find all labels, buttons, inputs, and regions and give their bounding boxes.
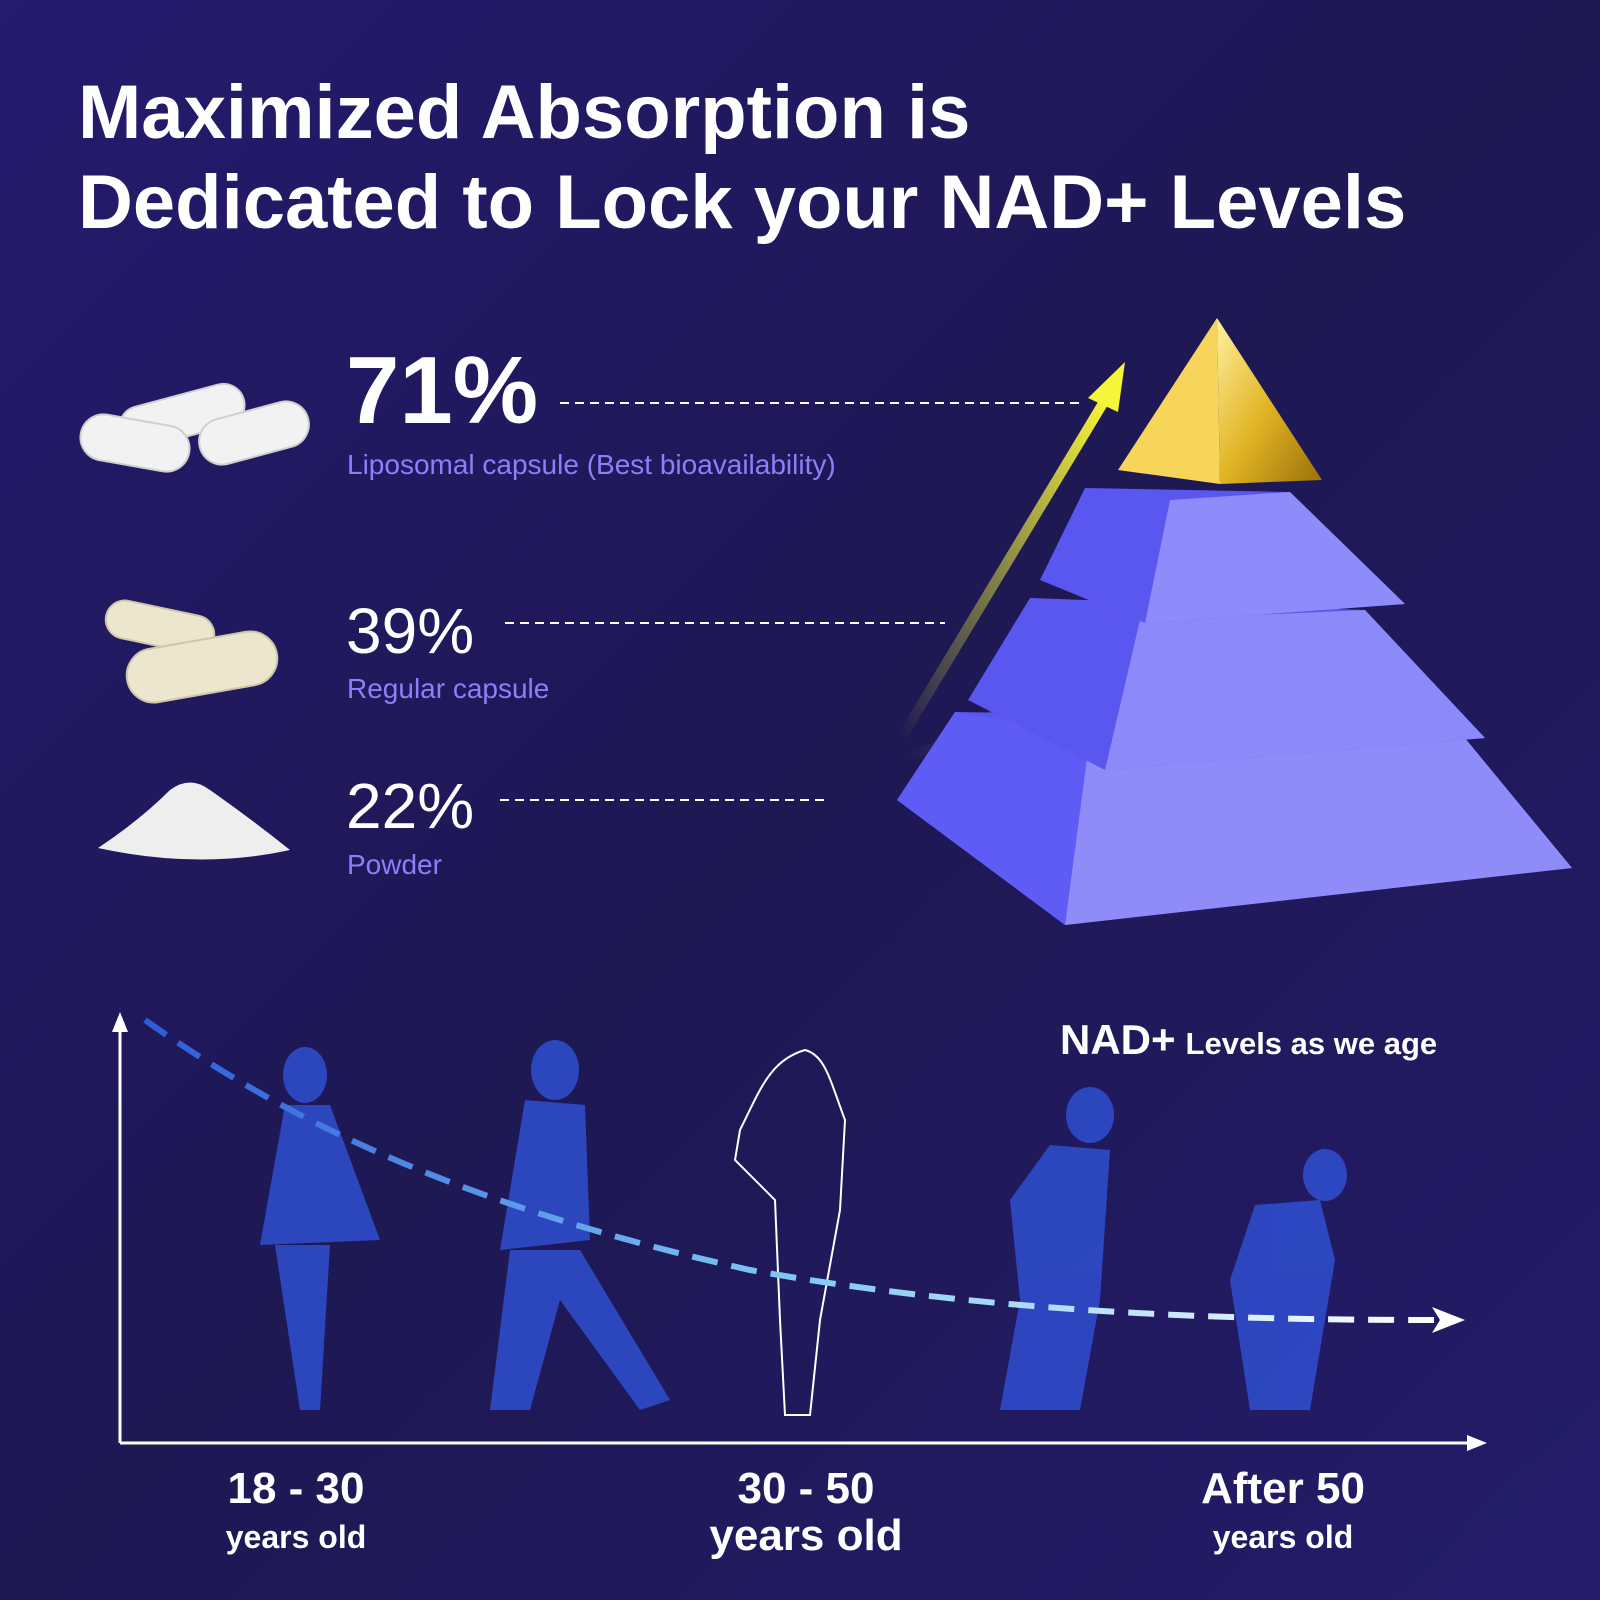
age-unit: years old <box>1213 1519 1354 1555</box>
title-text: Levels <box>1149 160 1407 245</box>
title-line: Dedicated to Lock your NAD+ Levels <box>78 160 1406 245</box>
stat-label: Liposomal capsule (Best bioavailability) <box>347 449 836 480</box>
pyramid <box>895 318 1572 925</box>
stat-value: 71% <box>346 337 538 444</box>
arrow-head <box>1088 362 1125 412</box>
silhouettes <box>260 1040 1347 1410</box>
axis-arrow <box>1467 1435 1487 1451</box>
title-text: Dedicated to Lock your <box>78 160 940 245</box>
connectors <box>500 402 1085 801</box>
title-bold: NAD+ <box>940 160 1149 245</box>
stat-value: 22% <box>346 770 474 842</box>
age-unit: years old <box>226 1519 367 1555</box>
silhouette-outline <box>733 1048 847 1416</box>
age-chart-title: NAD+ Levels as we age <box>1060 1016 1437 1063</box>
axis-arrow <box>112 1012 128 1032</box>
regular-capsules <box>104 599 279 704</box>
age-unit: years old <box>709 1511 902 1560</box>
title-bold: NAD+ <box>1060 1016 1176 1063</box>
liposomal-capsules <box>79 382 310 473</box>
age-range: 18 - 30 <box>228 1464 365 1513</box>
stat-value: 39% <box>346 595 474 667</box>
stat-label: Powder <box>347 849 442 880</box>
age-range: 30 - 50 <box>738 1464 875 1513</box>
curve-arrowhead <box>1432 1307 1465 1333</box>
title-text: Levels as we age <box>1186 1026 1438 1061</box>
stats: 71% Liposomal capsule (Best bioavailabili… <box>346 337 836 880</box>
stat-label: Regular capsule <box>347 673 549 704</box>
age-range: After 50 <box>1201 1464 1365 1513</box>
powder <box>98 782 290 860</box>
title-line: Maximized Absorption is <box>78 70 970 155</box>
decline-curve <box>143 1017 1436 1323</box>
arrow-shaft <box>895 397 1110 743</box>
